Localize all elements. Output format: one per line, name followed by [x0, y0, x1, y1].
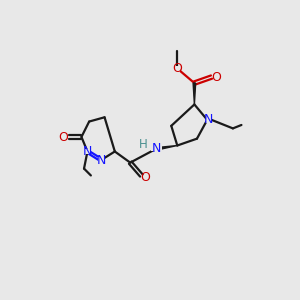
Text: O: O — [141, 171, 151, 184]
Text: N: N — [152, 142, 161, 154]
Text: O: O — [172, 62, 182, 75]
Text: O: O — [58, 131, 68, 144]
Text: N: N — [204, 113, 214, 126]
Polygon shape — [193, 83, 196, 104]
FancyBboxPatch shape — [151, 144, 162, 151]
Text: H: H — [139, 138, 147, 151]
Text: O: O — [211, 70, 221, 84]
Text: N: N — [83, 145, 92, 158]
FancyBboxPatch shape — [98, 157, 104, 163]
FancyBboxPatch shape — [85, 148, 90, 154]
FancyBboxPatch shape — [174, 65, 180, 71]
Text: N: N — [96, 154, 106, 166]
FancyBboxPatch shape — [206, 117, 212, 123]
Polygon shape — [156, 146, 177, 150]
